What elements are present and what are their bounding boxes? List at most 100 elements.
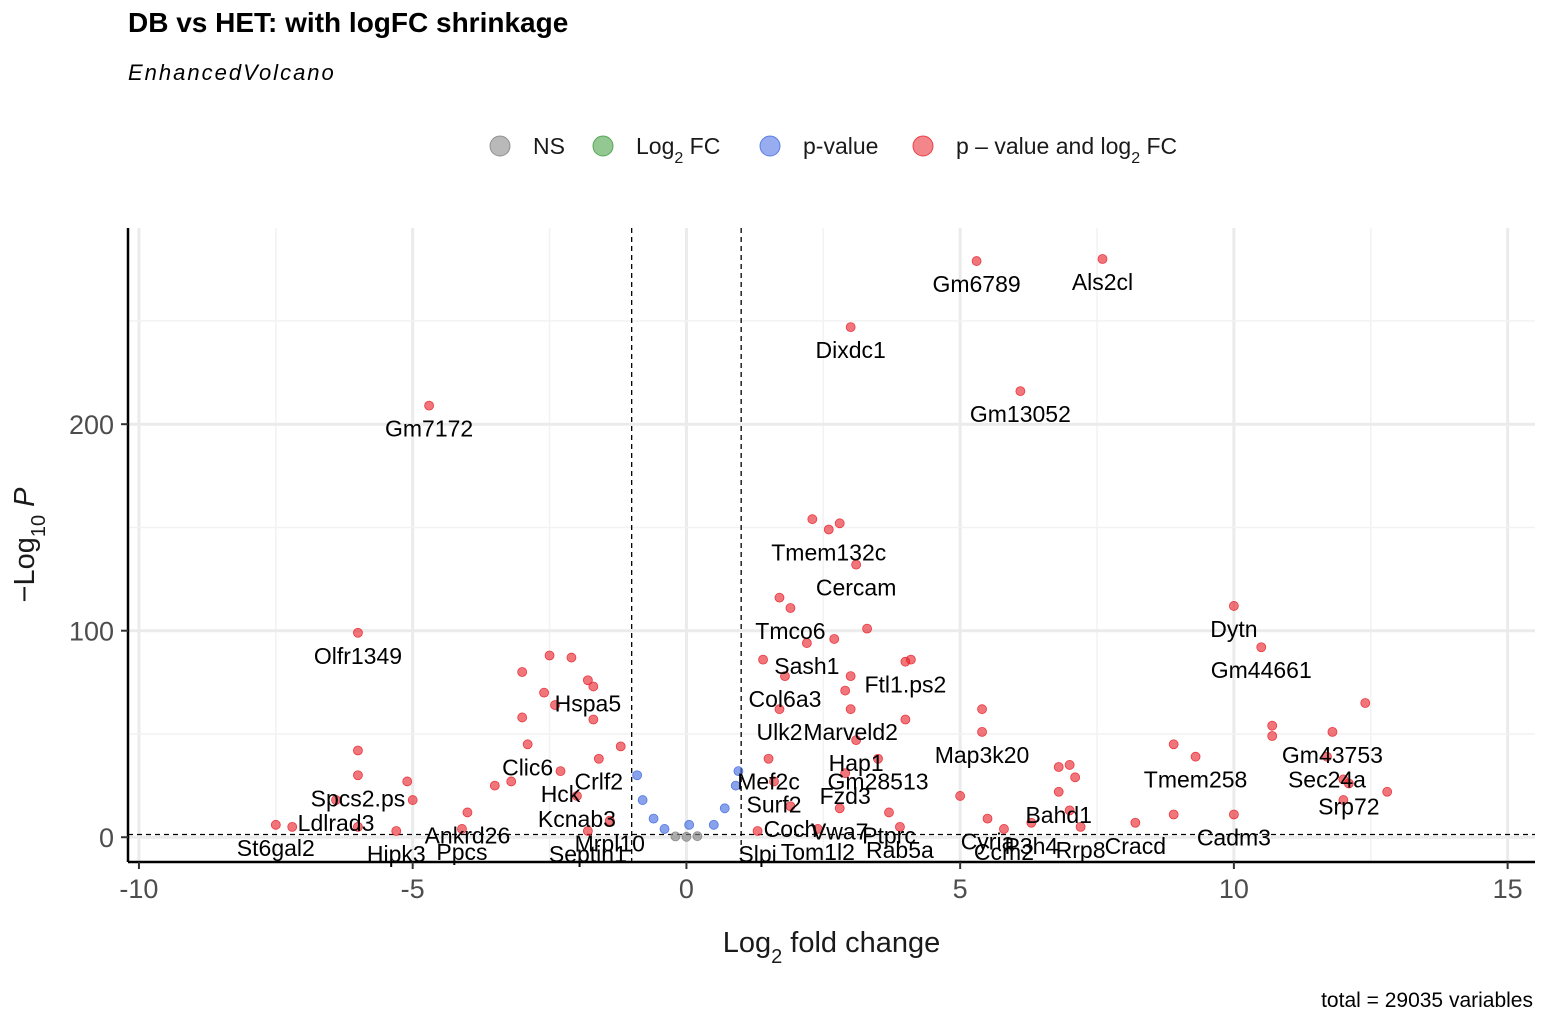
data-point-both xyxy=(582,675,593,686)
gene-label: Crlf2 xyxy=(575,769,624,795)
data-point-both xyxy=(1322,751,1332,762)
data-point-both xyxy=(1228,809,1239,820)
gene-label: Coch xyxy=(764,816,818,842)
x-tick-label: 5 xyxy=(953,874,968,904)
y-tick-label: 200 xyxy=(69,410,114,440)
gene-label: Ccm2 xyxy=(974,839,1034,865)
legend-label-fc: Log2 FC xyxy=(636,133,720,167)
chart-title: DB vs HET: with logFC shrinkage xyxy=(128,7,568,38)
data-point-both xyxy=(353,627,363,638)
data-point-both xyxy=(1338,795,1349,805)
gene-label: Mrpl10 xyxy=(575,831,645,857)
caption: total = 29035 variables xyxy=(1321,989,1533,1012)
gene-label: Clic6 xyxy=(502,754,553,780)
gene-label: Rab5a xyxy=(866,837,934,863)
data-point-both xyxy=(834,803,845,814)
x-tick-label: 0 xyxy=(679,874,694,904)
cutoff-lines xyxy=(128,228,1535,862)
legend-label-ns: NS xyxy=(533,133,565,159)
data-point-both xyxy=(801,638,812,648)
data-point-both xyxy=(977,704,987,715)
data-point-both xyxy=(1064,805,1075,816)
data-point-both xyxy=(1168,809,1179,820)
data-point-both xyxy=(566,652,577,663)
data-point-both xyxy=(982,813,993,824)
legend-key-both xyxy=(912,135,934,157)
data-point-both xyxy=(845,322,856,333)
data-point-both xyxy=(550,700,560,710)
x-tick-label: 15 xyxy=(1493,874,1523,904)
data-point-both xyxy=(1190,751,1201,762)
plot-panel: Als2cl Gm6789 Dixdc1 Gm13052 Gm7172 Tmem132c C… xyxy=(69,228,1535,904)
gene-label: Gm7172 xyxy=(385,416,473,442)
gene-label: Cyria xyxy=(961,829,1015,855)
data-point-both xyxy=(544,650,555,661)
data-point-both xyxy=(1360,698,1371,708)
gene-label: Tmem132c xyxy=(771,540,886,566)
data-point-both xyxy=(884,807,894,818)
legend-key-p xyxy=(759,135,781,157)
data-point-both xyxy=(895,821,905,832)
y-tick-label: 100 xyxy=(69,617,114,647)
legend-label-p: p-value xyxy=(803,133,878,159)
gene-label: Mef2c xyxy=(737,769,800,795)
data-point-both xyxy=(774,592,785,603)
gene-label: Marveld2 xyxy=(803,719,898,745)
gene-label: Als2cl xyxy=(1072,269,1133,295)
gene-label: P3h4 xyxy=(1004,833,1058,859)
gene-label: Gm44661 xyxy=(1211,657,1312,683)
data-point-both xyxy=(588,714,599,725)
data-point-both xyxy=(604,815,615,826)
data-point-both xyxy=(780,671,790,682)
gene-label: Vwa7 xyxy=(811,818,869,844)
data-point-both xyxy=(1267,731,1278,741)
gene-label: Bahd1 xyxy=(1025,802,1092,828)
data-point-both xyxy=(517,712,528,723)
data-point-both xyxy=(1327,726,1338,737)
gene-label: Ppcs xyxy=(436,839,487,865)
gene-labels: Als2cl Gm6789 Dixdc1 Gm13052 Gm7172 Tmem132c C… xyxy=(237,269,1383,867)
gene-label: Map3k20 xyxy=(935,742,1030,768)
x-tick-label: -5 xyxy=(401,874,425,904)
data-point-both xyxy=(506,776,517,787)
data-point-both xyxy=(774,704,785,715)
data-point-both xyxy=(807,514,818,525)
gene-label: Ptprc xyxy=(862,822,916,848)
x-tick-label: 10 xyxy=(1219,874,1249,904)
gene-label: Rrp8 xyxy=(1056,837,1106,863)
data-point-both xyxy=(1053,786,1064,797)
data-point-both xyxy=(823,524,834,535)
data-point-both xyxy=(812,824,823,834)
data-point-both xyxy=(588,681,599,692)
data-point-both xyxy=(845,671,856,682)
grid-lines xyxy=(128,228,1535,862)
data-point-both xyxy=(752,826,763,836)
data-point-p xyxy=(648,813,659,824)
data-point-p xyxy=(632,770,643,781)
data-point-both xyxy=(1064,760,1075,770)
data-point-both xyxy=(873,753,883,764)
gene-label: Ldlrad3 xyxy=(298,810,375,836)
data-point-both xyxy=(582,826,593,836)
data-point-both xyxy=(424,400,435,411)
data-point-both xyxy=(763,753,774,764)
data-point-both xyxy=(407,795,418,805)
gene-label: Sash1 xyxy=(774,653,839,679)
gene-label: Tmco6 xyxy=(755,618,825,644)
gene-label: Ankrd26 xyxy=(425,822,511,848)
data-point-both xyxy=(999,824,1009,834)
gene-label: Col6a3 xyxy=(749,686,822,712)
data-point-both xyxy=(769,776,779,787)
gene-label: Srp72 xyxy=(1318,794,1379,820)
data-point-both xyxy=(862,623,872,634)
data-point-p xyxy=(659,824,670,834)
gene-label: Kcnab3 xyxy=(538,806,616,832)
gene-label: Hspa5 xyxy=(555,690,621,716)
gene-label: Ulk2 xyxy=(756,719,802,745)
gene-label: Gm28513 xyxy=(828,769,929,795)
y-axis-title: −Log10 P xyxy=(9,487,50,603)
data-point-both xyxy=(1075,821,1086,832)
data-points xyxy=(270,254,1393,842)
data-point-ns xyxy=(670,831,681,842)
